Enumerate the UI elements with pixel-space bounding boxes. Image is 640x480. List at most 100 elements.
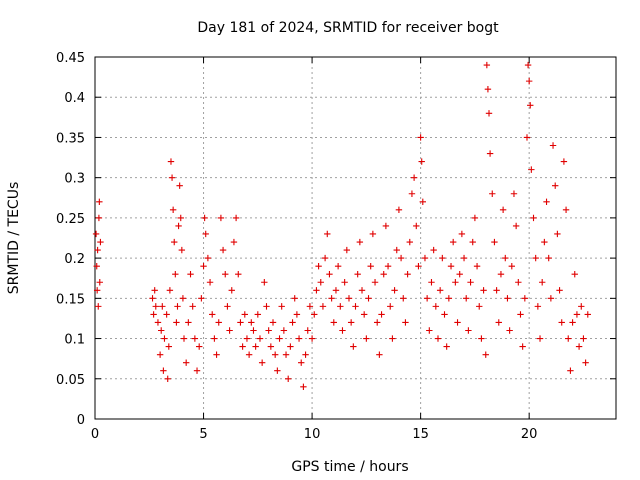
data-point-marker [235, 271, 242, 278]
data-point-marker [306, 303, 314, 310]
data-point-marker [519, 343, 526, 350]
data-point-marker [156, 351, 164, 358]
data-point-marker [443, 343, 450, 350]
data-point-marker [241, 311, 248, 318]
data-point-marker [360, 311, 368, 318]
data-point-marker [298, 359, 305, 366]
data-point-marker [530, 214, 537, 222]
data-point-marker [161, 335, 168, 342]
x-tick-label: 15 [412, 427, 429, 442]
data-point-marker [317, 279, 324, 286]
data-point-marker [95, 214, 103, 222]
data-point-marker [149, 295, 156, 302]
data-point-marker [201, 214, 208, 222]
data-point-marker [510, 190, 518, 197]
data-point-marker [200, 262, 207, 270]
data-point-marker [324, 230, 331, 238]
data-point-marker [213, 351, 220, 358]
data-point-marker [308, 335, 316, 342]
data-point-marker [567, 367, 574, 374]
data-point-marker [543, 198, 550, 205]
y-tick-label: 0.4 [64, 91, 85, 106]
y-tick-label: 0.1 [64, 333, 85, 348]
data-point-marker [582, 359, 589, 366]
data-point-marker [185, 319, 192, 326]
data-point-marker [178, 246, 186, 254]
data-point-marker [458, 230, 466, 238]
data-point-marker [222, 271, 229, 278]
data-point-marker [228, 287, 235, 294]
data-point-marker [163, 311, 170, 318]
data-point-marker [484, 85, 492, 93]
data-point-marker [291, 295, 298, 302]
data-point-marker [177, 214, 184, 222]
data-point-marker [523, 134, 531, 141]
data-point-marker [528, 166, 535, 173]
data-point-marker [230, 238, 238, 246]
data-point-marker [193, 367, 201, 374]
y-tick-label: 0.05 [56, 373, 85, 388]
data-point-marker [524, 61, 532, 69]
data-point-marker [371, 279, 379, 286]
data-point-marker [168, 174, 176, 181]
data-point-marker [517, 311, 524, 318]
data-point-marker [226, 327, 233, 334]
data-point-marker [315, 262, 322, 270]
data-point-marker [332, 287, 340, 294]
data-point-marker [261, 279, 268, 286]
data-point-marker [311, 311, 318, 318]
data-point-marker [217, 214, 225, 222]
data-point-marker [176, 182, 183, 189]
data-point-marker [486, 150, 494, 157]
y-tick-label: 0.15 [56, 292, 85, 307]
x-axis-label: GPS time / hours [291, 459, 408, 475]
data-point-marker [423, 295, 431, 302]
data-point-marker [485, 110, 493, 117]
data-point-marker [525, 77, 533, 85]
data-point-marker [552, 182, 559, 189]
data-point-marker [211, 335, 218, 342]
data-point-marker [419, 198, 426, 205]
data-point-marker [248, 319, 255, 326]
data-point-marker [295, 335, 303, 342]
data-point-marker [166, 287, 174, 294]
data-point-marker [441, 311, 448, 318]
data-point-marker [232, 214, 240, 222]
data-point-marker [473, 262, 481, 270]
data-point-marker [330, 319, 337, 326]
data-point-marker [169, 206, 177, 214]
data-point-marker [237, 319, 244, 326]
data-point-marker [463, 295, 470, 302]
data-point-marker [343, 246, 351, 254]
data-point-marker [456, 271, 463, 278]
data-point-marker [319, 303, 327, 310]
data-point-marker [263, 303, 270, 310]
data-point-marker [387, 303, 394, 310]
x-tick-label: 0 [91, 427, 99, 442]
data-point-marker [527, 102, 534, 109]
data-point-marker [545, 254, 552, 262]
data-point-marker [96, 198, 103, 205]
data-point-marker [313, 287, 320, 294]
data-point-marker [187, 271, 194, 278]
data-point-marker [252, 343, 259, 350]
data-point-marker [560, 158, 568, 165]
data-point-marker [575, 343, 583, 350]
data-point-marker [378, 311, 385, 318]
grid-lines [95, 57, 616, 419]
data-point-marker [538, 279, 546, 286]
data-point-marker [300, 383, 307, 391]
y-axis-label: SRMTID / TECUs [6, 182, 22, 295]
data-point-marker [328, 295, 335, 302]
y-tick-label: 0.35 [56, 131, 85, 146]
data-point-marker [400, 295, 407, 302]
x-axis-ticks: 0 5 10 15 20 [91, 57, 537, 442]
data-point-marker [491, 238, 498, 246]
data-point-marker [374, 319, 381, 326]
data-point-marker [363, 335, 370, 342]
data-point-marker [180, 335, 188, 342]
data-point-marker [278, 303, 285, 310]
data-point-marker [395, 206, 403, 214]
data-point-marker [209, 311, 216, 318]
data-point-marker [436, 287, 444, 294]
